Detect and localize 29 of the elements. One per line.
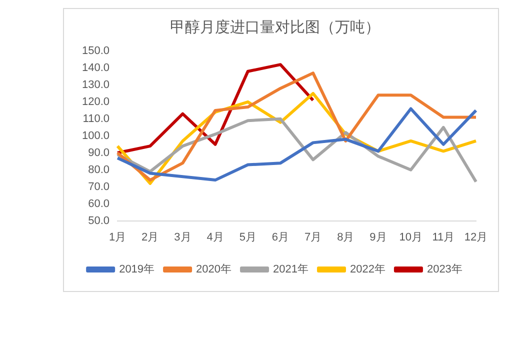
legend-label: 2021年 — [273, 264, 308, 276]
legend-label: 2019年 — [119, 264, 155, 276]
y-tick-label: 50.0 — [88, 214, 110, 227]
y-tick-label: 90.0 — [88, 146, 110, 159]
legend-label: 2020年 — [196, 264, 232, 276]
x-tick-label: 2月 — [142, 231, 159, 244]
y-tick-label: 60.0 — [88, 198, 110, 210]
y-tick-label: 70.0 — [88, 180, 110, 193]
y-tick-label: 80.0 — [88, 164, 110, 176]
x-tick-label: 9月 — [370, 231, 387, 244]
y-tick-label: 150.0 — [82, 45, 110, 58]
legend-label: 2022年 — [350, 264, 386, 276]
x-tick-label: 6月 — [272, 231, 290, 244]
chart-title: 甲醇月度进口量对比图（万吨） — [170, 18, 380, 36]
x-tick-label: 10月 — [399, 231, 422, 244]
y-tick-label: 110.0 — [82, 112, 110, 125]
legend-label: 2023年 — [426, 264, 462, 276]
x-tick-label: 11月 — [432, 231, 455, 244]
x-tick-label: 4月 — [206, 231, 224, 244]
x-tick-label: 3月 — [174, 231, 192, 244]
x-tick-label: 12月 — [464, 231, 488, 244]
y-tick-label: 120.0 — [82, 96, 110, 108]
x-tick-label: 5月 — [239, 231, 256, 244]
y-tick-label: 140.0 — [82, 62, 110, 74]
x-tick-label: 1月 — [108, 231, 126, 244]
x-tick-label: 8月 — [337, 231, 354, 244]
y-tick-label: 100.0 — [82, 130, 110, 142]
y-tick-label: 130.0 — [82, 78, 110, 91]
x-tick-label: 7月 — [304, 231, 322, 244]
